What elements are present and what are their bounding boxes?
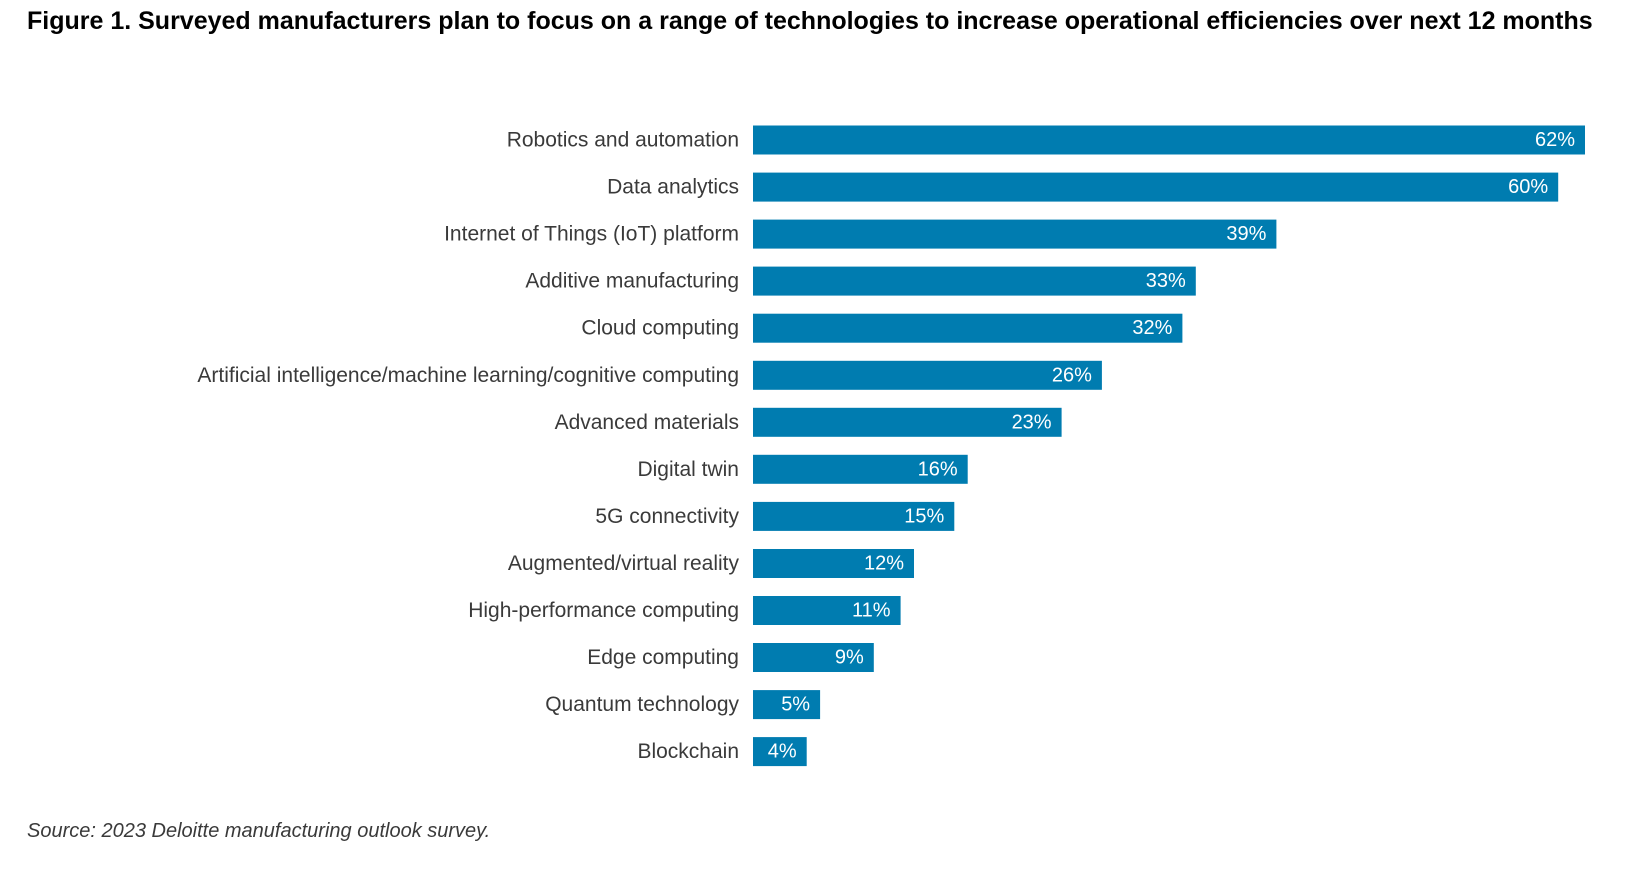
- value-label-0: 62%: [1535, 129, 1575, 151]
- category-label-10: High-performance computing: [468, 599, 739, 622]
- bars-group: Robotics and automation 62% Data analytics…: [197, 125, 1585, 767]
- category-label-8: 5G connectivity: [595, 505, 739, 528]
- bar-10: [753, 596, 901, 625]
- value-label-9: 12%: [864, 552, 904, 574]
- category-label-13: Blockchain: [637, 740, 739, 763]
- value-label-4: 32%: [1132, 317, 1172, 339]
- bar-11: [753, 643, 874, 672]
- bar-4: [753, 313, 1183, 343]
- bar-2: [753, 219, 1277, 249]
- bar-9: [753, 549, 914, 578]
- value-label-11: 9%: [835, 647, 864, 669]
- category-label-9: Augmented/virtual reality: [508, 552, 740, 575]
- value-label-8: 15%: [904, 505, 944, 527]
- source-note: Source: 2023 Deloitte manufacturing outl…: [27, 820, 491, 842]
- bar-3: [753, 266, 1196, 296]
- category-label-5: Artificial intelligence/machine learning…: [197, 364, 739, 387]
- category-label-0: Robotics and automation: [507, 129, 739, 152]
- category-label-12: Quantum technology: [545, 693, 739, 716]
- bar-12: [753, 690, 821, 720]
- value-label-5: 26%: [1052, 364, 1092, 386]
- category-label-6: Advanced materials: [555, 411, 739, 434]
- bar-13: [753, 737, 807, 767]
- value-label-6: 23%: [1012, 411, 1052, 433]
- chart-title: Figure 1. Surveyed manufacturers plan to…: [27, 7, 1593, 35]
- category-label-3: Additive manufacturing: [525, 270, 739, 293]
- bar-1: [753, 172, 1559, 202]
- category-label-7: Digital twin: [637, 458, 739, 481]
- bar-5: [753, 360, 1102, 390]
- value-label-7: 16%: [918, 458, 958, 480]
- value-label-12: 5%: [781, 694, 810, 716]
- category-label-11: Edge computing: [587, 646, 739, 669]
- value-label-1: 60%: [1508, 176, 1548, 198]
- bar-6: [753, 407, 1062, 437]
- bar-7: [753, 454, 968, 484]
- category-label-1: Data analytics: [607, 176, 739, 199]
- category-label-2: Internet of Things (IoT) platform: [444, 223, 739, 246]
- value-label-13: 4%: [768, 741, 797, 763]
- bar-8: [753, 501, 955, 531]
- category-label-4: Cloud computing: [581, 317, 739, 340]
- value-label-10: 11%: [852, 600, 891, 622]
- value-label-3: 33%: [1146, 270, 1186, 292]
- value-label-2: 39%: [1226, 223, 1266, 245]
- bar-0: [753, 125, 1585, 155]
